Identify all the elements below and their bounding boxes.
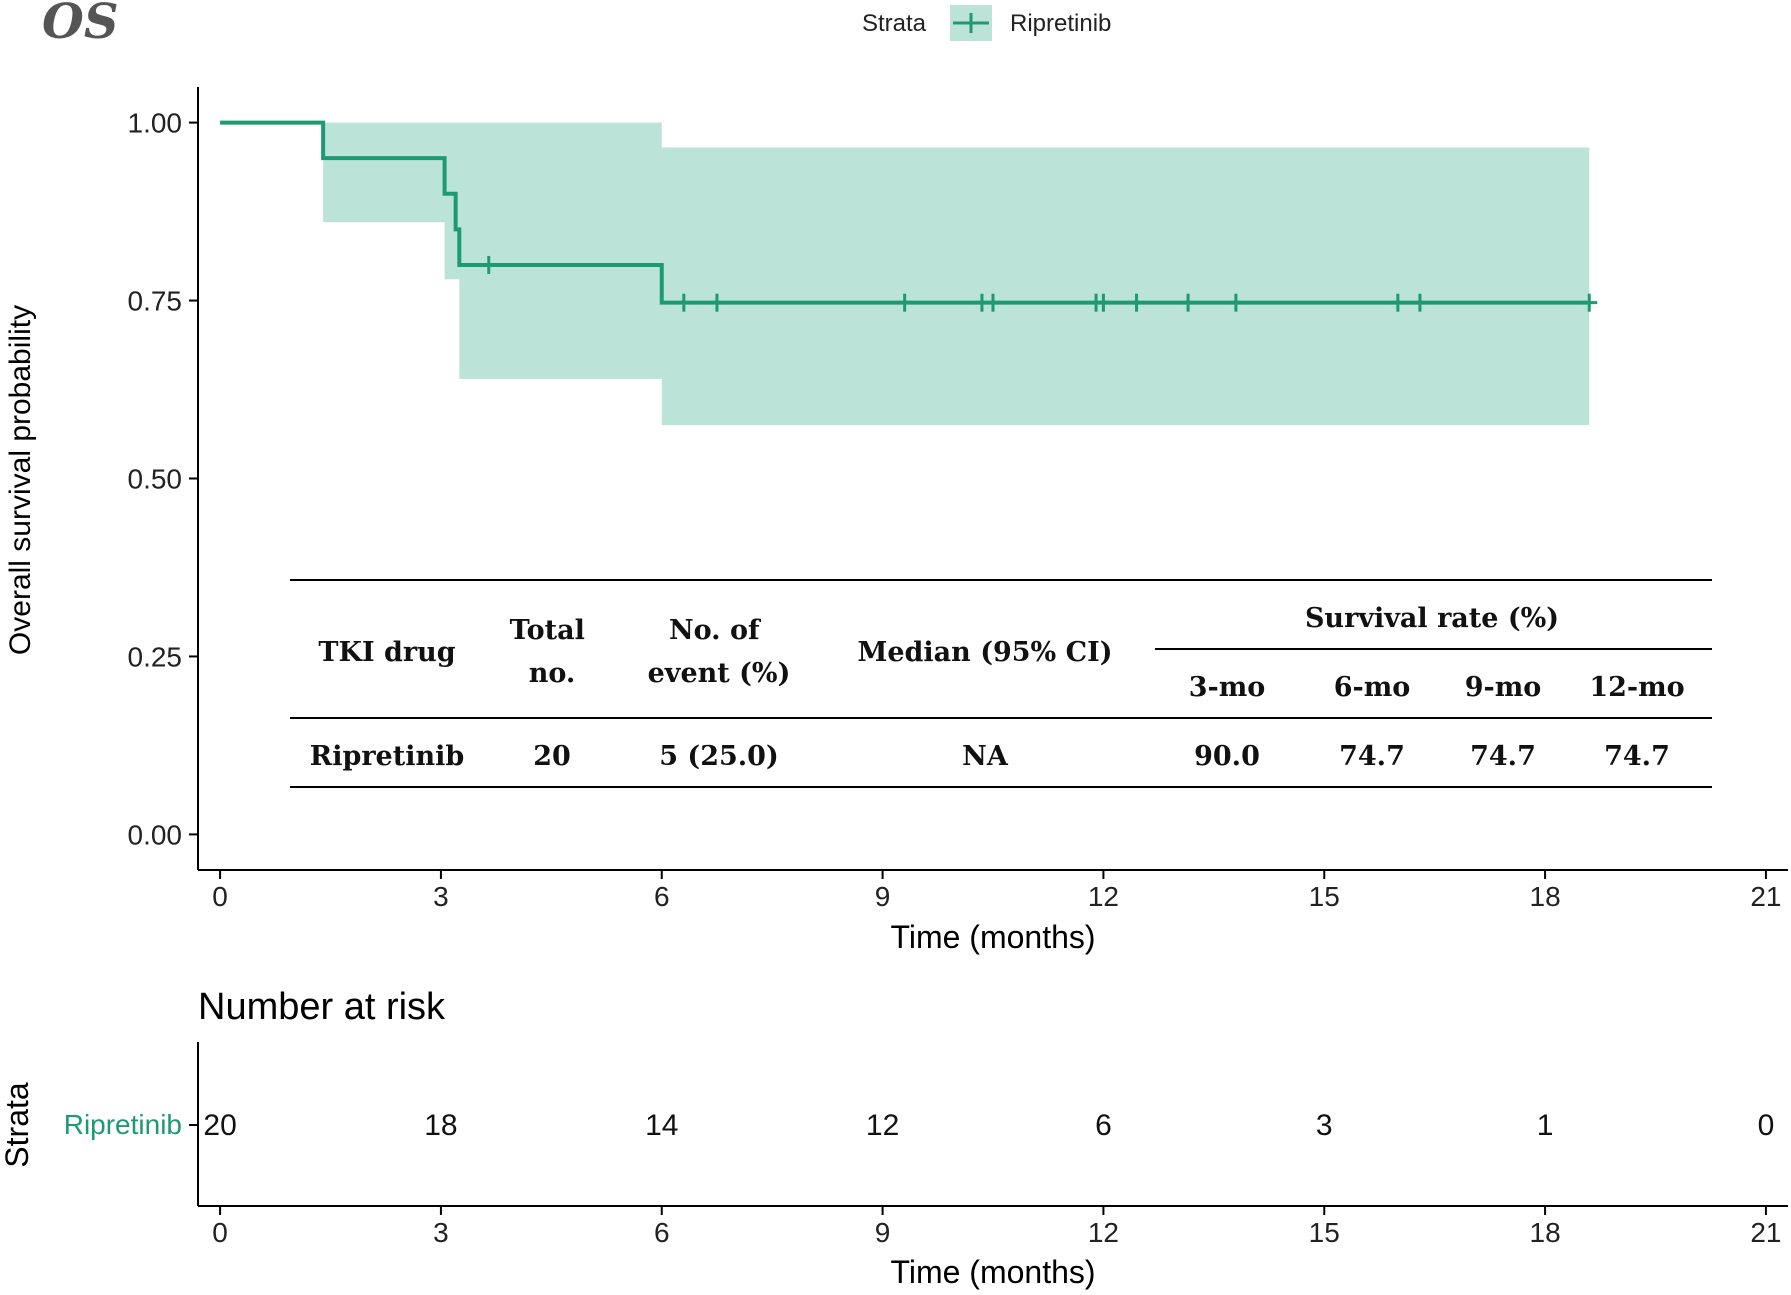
- cell-events: 5 (25.0): [659, 741, 779, 772]
- x-tick-label: 3: [433, 881, 449, 912]
- risk-y-axis-title: Strata: [0, 1082, 35, 1168]
- cell-rate-3mo: 90.0: [1194, 741, 1260, 772]
- risk-strata-label: Ripretinib: [64, 1109, 182, 1140]
- header-total-line1: Total: [510, 615, 585, 646]
- x-tick-label: 21: [1750, 1217, 1781, 1248]
- censor-marks-layer: [480, 255, 1598, 312]
- risk-x-axis-title: Time (months): [890, 1254, 1095, 1290]
- censor-mark: [1227, 293, 1244, 312]
- risk-table: Number at risk Ripretinib Strata 20 18 14 1…: [0, 986, 1788, 1290]
- header-events-line2: event (%): [648, 658, 791, 689]
- risk-count: 12: [866, 1109, 899, 1142]
- x-axis-title: Time (months): [890, 919, 1095, 955]
- x-ticks: 0 3 6 9 12 15 18 21: [212, 870, 1781, 912]
- header-total-line2: no.: [529, 658, 576, 689]
- censor-mark: [708, 293, 725, 312]
- cell-total: 20: [533, 741, 571, 772]
- censor-mark: [985, 293, 1001, 312]
- header-12mo: 12-mo: [1589, 672, 1684, 703]
- confidence-band-layer: [220, 122, 1590, 426]
- censor-mark: [896, 293, 913, 312]
- cell-rate-12mo: 74.7: [1604, 741, 1670, 772]
- header-tki-drug: TKI drug: [318, 637, 455, 668]
- x-tick-label: 12: [1088, 881, 1119, 912]
- legend-entry-ripretinib: Ripretinib: [1010, 10, 1111, 37]
- x-tick-label: 3: [433, 1217, 449, 1248]
- ci-band-ripretinib: [220, 122, 1590, 426]
- cell-rate-9mo: 74.7: [1470, 741, 1536, 772]
- censor-mark: [1411, 293, 1428, 312]
- x-tick-label: 9: [875, 1217, 891, 1248]
- y-tick-label: 0.25: [128, 641, 183, 672]
- y-tick-label: 0.00: [128, 819, 183, 850]
- header-6mo: 6-mo: [1334, 672, 1411, 703]
- x-tick-label: 6: [654, 1217, 670, 1248]
- x-tick-label: 6: [654, 881, 670, 912]
- survival-curve-layer: [220, 120, 1590, 305]
- km-plot: 0.00 0.25 0.50 0.75 1.00 0 3 6 9 12 15 18 21 Overal…: [4, 87, 1788, 955]
- x-tick-label: 15: [1309, 881, 1340, 912]
- y-tick-label: 0.50: [128, 464, 183, 495]
- censor-mark: [480, 255, 497, 274]
- x-tick-label: 12: [1088, 1217, 1119, 1248]
- x-tick-label: 18: [1530, 1217, 1561, 1248]
- censor-mark: [675, 293, 692, 312]
- risk-x-ticks: 0 3 6 9 12 15 18 21: [212, 1206, 1781, 1248]
- x-tick-label: 0: [212, 1217, 228, 1248]
- y-axis-title: Overall survival probability: [4, 305, 37, 655]
- risk-table-title: Number at risk: [198, 986, 446, 1028]
- risk-count: 1: [1537, 1109, 1554, 1142]
- risk-count: 6: [1095, 1109, 1112, 1142]
- x-tick-label: 9: [875, 881, 891, 912]
- header-events-line1: No. of: [669, 615, 762, 646]
- y-tick-label: 0.75: [128, 286, 183, 317]
- header-median: Median (95% CI): [857, 637, 1112, 668]
- cell-rate-6mo: 74.7: [1339, 741, 1405, 772]
- legend-title: Strata: [862, 10, 927, 37]
- header-events: No. of event (%): [648, 615, 791, 689]
- x-tick-label: 18: [1530, 881, 1561, 912]
- header-total-no: Total no.: [510, 615, 595, 689]
- cell-median: NA: [962, 741, 1009, 772]
- header-3mo: 3-mo: [1189, 672, 1266, 703]
- y-tick-label: 1.00: [128, 108, 183, 139]
- censor-mark: [1581, 293, 1598, 312]
- risk-count: 0: [1758, 1109, 1775, 1142]
- y-ticks: 0.00 0.25 0.50 0.75 1.00: [128, 108, 198, 850]
- x-tick-label: 15: [1309, 1217, 1340, 1248]
- legend: Strata Ripretinib: [862, 5, 1111, 41]
- header-survival-rate: Survival rate (%): [1305, 603, 1559, 634]
- censor-mark: [1180, 293, 1197, 312]
- risk-count: 3: [1316, 1109, 1333, 1142]
- censor-mark: [1389, 293, 1406, 312]
- header-9mo: 9-mo: [1465, 672, 1542, 703]
- x-tick-label: 21: [1750, 881, 1781, 912]
- risk-count: 20: [203, 1109, 236, 1142]
- x-tick-label: 0: [212, 881, 228, 912]
- cell-drug: Ripretinib: [310, 741, 464, 772]
- km-curve-ripretinib: [220, 120, 1590, 305]
- panel-label: OS: [42, 0, 118, 50]
- risk-count: 14: [645, 1109, 678, 1142]
- censor-mark: [1095, 293, 1112, 312]
- risk-counts: 20 18 14 12 6 3 1 0: [203, 1109, 1774, 1142]
- risk-count: 18: [424, 1109, 457, 1142]
- summary-table: TKI drug Total no. No. of event (%) Medi…: [290, 579, 1712, 788]
- censor-mark: [1128, 293, 1145, 312]
